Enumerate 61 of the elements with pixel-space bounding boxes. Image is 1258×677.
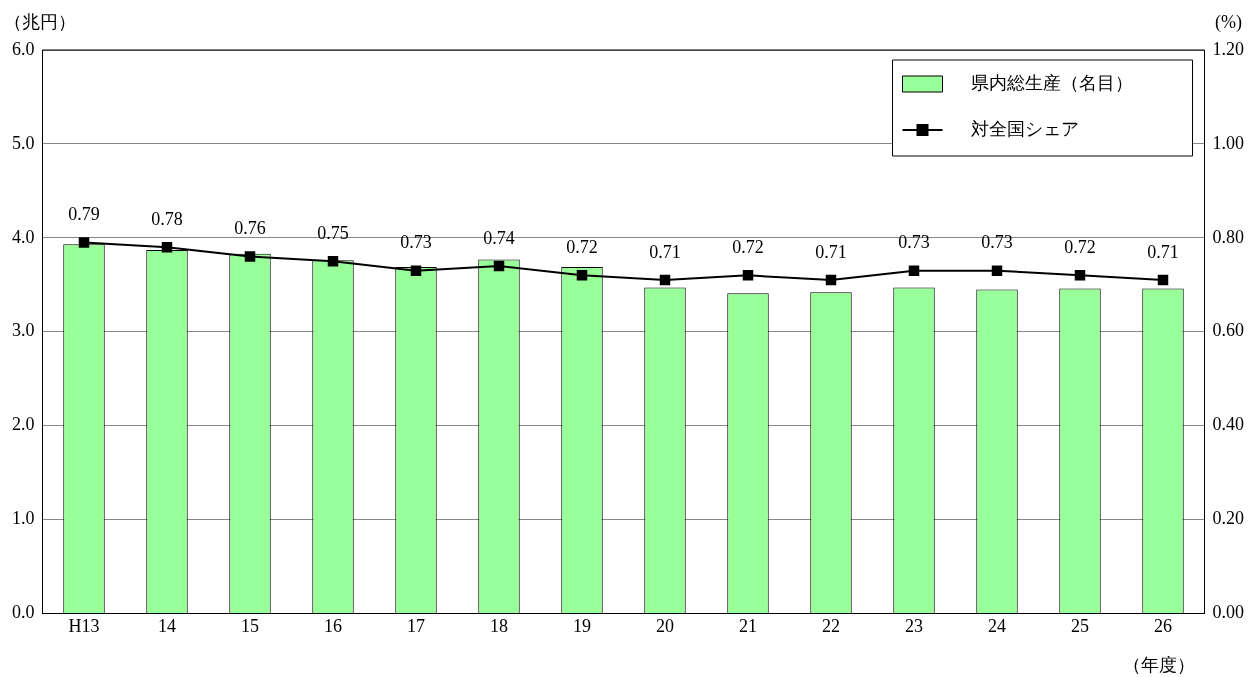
data-label: 0.73 [400, 232, 432, 253]
y-tick-label: 2.0 [12, 414, 35, 435]
point [908, 265, 920, 276]
y2-tick-label: 0.60 [1212, 320, 1244, 341]
y2-tick-label: 0.40 [1212, 414, 1244, 435]
x-tick-label: 24 [988, 615, 1006, 636]
data-label: 0.72 [1064, 237, 1096, 258]
data-label: 0.71 [1147, 241, 1179, 262]
point [825, 274, 837, 286]
y2-tick-label: 1.00 [1212, 132, 1244, 153]
x-tick-label: 16 [324, 615, 342, 636]
x-axis-title: （年度） [1122, 654, 1195, 675]
y2-tick-label: 0.20 [1212, 508, 1244, 529]
y2-tick-label: 0.80 [1212, 226, 1244, 247]
x-tick-label: 17 [407, 615, 425, 636]
x-tick-label: 21 [739, 615, 757, 636]
y-tick-label: 6.0 [12, 38, 35, 59]
y2-tick-label: 0.00 [1212, 602, 1244, 623]
data-label: 0.72 [732, 237, 764, 258]
point [659, 274, 671, 286]
point [742, 270, 754, 281]
point [244, 251, 256, 262]
point [410, 265, 422, 276]
point [576, 270, 588, 281]
x-tick-label: 20 [656, 615, 674, 636]
legend-label: 県内総生産（名目） [970, 72, 1133, 93]
x-tick-label: 25 [1071, 615, 1089, 636]
x-tick-label: 18 [490, 615, 508, 636]
y-axis-title: （兆円） [4, 11, 76, 32]
y-tick-label: 4.0 [12, 226, 35, 247]
point [327, 256, 339, 267]
point [991, 265, 1003, 276]
data-label: 0.78 [151, 208, 183, 229]
x-tick-label: 15 [241, 615, 259, 636]
legend-label: 対全国シェア [970, 118, 1079, 139]
data-label: 0.74 [483, 227, 515, 248]
point [493, 260, 505, 272]
data-label: 0.79 [68, 204, 100, 225]
y2-axis-title: (%) [1215, 11, 1242, 33]
x-tick-label: 19 [573, 615, 591, 636]
data-label: 0.73 [898, 232, 930, 253]
x-tick-label: H13 [68, 615, 100, 636]
y-tick-label: 5.0 [12, 132, 35, 153]
x-tick-label: 26 [1154, 615, 1172, 636]
data-label: 0.71 [649, 241, 681, 262]
x-tick-label: 14 [158, 615, 176, 636]
point [78, 237, 90, 248]
data-label: 0.76 [234, 218, 266, 239]
point [1074, 270, 1086, 281]
y2-tick-label: 1.20 [1212, 38, 1244, 59]
data-label: 0.73 [981, 232, 1013, 253]
y-tick-label: 0.0 [12, 602, 35, 623]
point [161, 241, 173, 253]
data-label: 0.72 [566, 237, 598, 258]
y-tick-label: 3.0 [12, 320, 35, 341]
data-label: 0.75 [317, 223, 349, 244]
y-tick-label: 1.0 [12, 508, 35, 529]
point [1157, 274, 1169, 286]
x-tick-label: 22 [822, 615, 840, 636]
data-label: 0.71 [815, 241, 847, 262]
x-tick-label: 23 [905, 615, 923, 636]
